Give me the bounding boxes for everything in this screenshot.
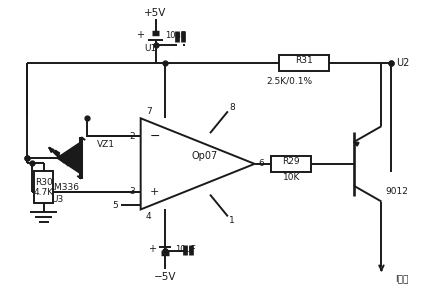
Text: +5V: +5V (144, 8, 167, 18)
Text: +: + (147, 244, 156, 254)
Text: 4: 4 (146, 212, 151, 221)
Text: 10uF: 10uF (165, 31, 186, 40)
Text: VZ1: VZ1 (97, 140, 115, 148)
Text: 7: 7 (146, 107, 151, 116)
Text: 2.5K/0.1%: 2.5K/0.1% (266, 76, 312, 85)
Text: −: − (149, 130, 160, 142)
Text: R31: R31 (295, 56, 313, 65)
Text: 1: 1 (229, 216, 235, 225)
Text: R29: R29 (283, 158, 300, 166)
Text: R30: R30 (35, 178, 52, 187)
Polygon shape (354, 142, 359, 146)
Text: LM336: LM336 (50, 183, 79, 192)
Text: U2: U2 (396, 58, 410, 68)
Text: I出个: I出个 (395, 274, 409, 283)
Bar (279, 55, 329, 71)
Text: 2: 2 (129, 132, 135, 141)
Text: 9012: 9012 (385, 187, 408, 196)
Text: 5: 5 (112, 201, 118, 210)
Text: U1: U1 (144, 44, 157, 53)
Text: 6: 6 (259, 159, 264, 168)
Text: 3: 3 (129, 187, 135, 196)
Text: +: + (150, 187, 159, 196)
Text: −5V: −5V (154, 272, 177, 282)
Text: 10K: 10K (283, 173, 300, 182)
Polygon shape (57, 142, 81, 174)
Text: 10uF: 10uF (176, 244, 196, 253)
Text: U3: U3 (51, 195, 64, 204)
Text: Op07: Op07 (192, 151, 218, 161)
Text: +: + (136, 30, 144, 40)
Text: 4.7K: 4.7K (34, 188, 54, 197)
Text: 8: 8 (229, 103, 235, 112)
Bar (272, 156, 311, 172)
Bar (34, 171, 54, 203)
